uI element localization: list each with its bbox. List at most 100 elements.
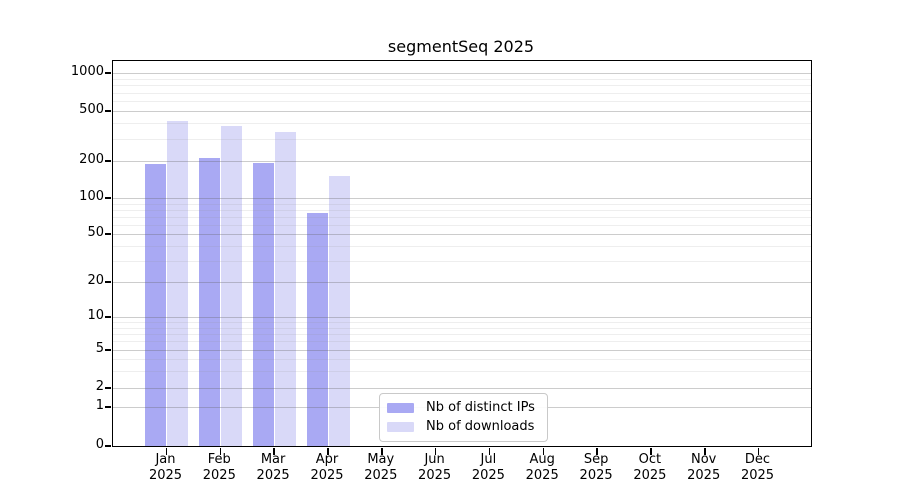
- legend-item-distinct-ips: Nb of distinct IPs: [387, 400, 535, 415]
- minor-gridline: [113, 245, 811, 247]
- minor-gridline: [113, 224, 811, 226]
- y-tick-mark: [105, 160, 111, 162]
- x-tick-month: Jan: [155, 452, 176, 467]
- y-tick-mark: [105, 233, 111, 235]
- y-tick-label: 20: [87, 273, 104, 288]
- x-tick-mark: [273, 448, 275, 455]
- y-tick-mark: [105, 197, 111, 199]
- x-tick-label: Sep 2025: [564, 452, 628, 484]
- minor-gridline: [113, 322, 811, 323]
- y-tick-label: 1000: [70, 64, 104, 79]
- major-gridline: [113, 73, 811, 74]
- bar-downloads: [220, 126, 242, 446]
- bar-downloads: [328, 175, 350, 446]
- minor-gridline: [113, 203, 811, 205]
- minor-gridline: [113, 78, 811, 80]
- legend-swatch-ips: [387, 402, 414, 413]
- chart-title: segmentSeq 2025: [387, 37, 535, 56]
- y-tick-label: 2: [95, 379, 104, 394]
- x-tick-mark: [596, 448, 598, 455]
- x-tick-year: 2025: [256, 468, 290, 483]
- minor-gridline: [113, 209, 811, 211]
- x-tick-month: Dec: [744, 452, 771, 467]
- x-tick-label: Feb 2025: [187, 452, 251, 484]
- x-tick-year: 2025: [687, 468, 721, 483]
- y-tick-mark: [105, 387, 111, 389]
- major-gridline: [113, 350, 811, 351]
- major-gridline: [113, 282, 811, 283]
- y-tick-label: 200: [79, 152, 104, 167]
- y-tick-mark: [105, 349, 111, 351]
- y-tick-label: 50: [87, 225, 104, 240]
- x-tick-mark: [165, 448, 168, 455]
- major-gridline: [113, 388, 811, 389]
- bar-downloads: [167, 121, 188, 446]
- minor-gridline: [113, 138, 811, 140]
- x-tick-mark: [219, 448, 222, 455]
- bar-distinct-ips: [306, 212, 328, 446]
- x-tick-label: May 2025: [349, 452, 413, 484]
- legend-label-downloads: Nb of downloads: [426, 419, 535, 434]
- legend: Nb of distinct IPs Nb of downloads: [379, 393, 548, 442]
- bar-distinct-ips: [252, 162, 274, 446]
- x-tick-month: Nov: [691, 452, 717, 467]
- x-tick-year: 2025: [740, 468, 775, 483]
- minor-gridline: [113, 359, 811, 361]
- y-tick-mark: [105, 72, 111, 74]
- x-tick-month: Jun: [424, 452, 445, 467]
- x-tick-month: May: [367, 452, 395, 467]
- x-tick-month: Sep: [583, 452, 609, 467]
- y-tick-mark: [105, 110, 111, 112]
- x-tick-year: 2025: [633, 468, 667, 483]
- y-tick-mark: [105, 316, 111, 318]
- x-tick-mark: [650, 448, 652, 455]
- x-tick-label: Oct 2025: [618, 452, 682, 484]
- x-tick-mark: [381, 448, 383, 455]
- y-tick-label: 0: [95, 437, 104, 452]
- major-gridline: [113, 198, 811, 199]
- x-tick-mark: [757, 448, 760, 455]
- minor-gridline: [113, 341, 811, 343]
- minor-gridline: [113, 334, 811, 335]
- y-tick-mark: [105, 281, 111, 283]
- bar-distinct-ips: [198, 158, 220, 446]
- x-tick-label: Jun 2025: [403, 452, 467, 484]
- x-tick-year: 2025: [418, 468, 452, 483]
- minor-gridline: [113, 216, 811, 218]
- x-tick-label: Dec 2025: [726, 452, 790, 484]
- minor-gridline: [113, 85, 811, 87]
- x-tick-mark: [488, 448, 491, 455]
- legend-swatch-downloads: [387, 421, 414, 432]
- x-tick-month: Apr: [315, 452, 339, 467]
- x-tick-month: Oct: [638, 452, 662, 467]
- x-tick-year: 2025: [364, 468, 398, 483]
- major-gridline: [113, 161, 811, 162]
- x-tick-year: 2025: [310, 468, 344, 483]
- y-tick-mark: [105, 406, 111, 408]
- minor-gridline: [113, 101, 811, 102]
- x-tick-year: 2025: [525, 468, 559, 483]
- x-tick-label: Jan 2025: [134, 452, 198, 484]
- x-tick-year: 2025: [471, 468, 505, 483]
- x-tick-label: Jul 2025: [456, 452, 520, 484]
- minor-gridline: [113, 371, 811, 373]
- x-tick-label: Mar 2025: [241, 452, 305, 484]
- y-tick-mark: [105, 445, 111, 447]
- x-tick-year: 2025: [148, 468, 183, 483]
- minor-gridline: [113, 123, 811, 125]
- plot-area: Nb of distinct IPs Nb of downloads: [105, 60, 812, 455]
- major-gridline: [113, 317, 811, 318]
- minor-gridline: [113, 327, 811, 329]
- x-tick-label: Apr 2025: [295, 452, 359, 484]
- y-tick-label: 5: [95, 341, 104, 356]
- x-tick-month: Mar: [260, 452, 286, 467]
- x-tick-mark: [327, 448, 329, 455]
- x-tick-month: Feb: [207, 452, 231, 467]
- x-tick-label: Aug 2025: [510, 452, 574, 484]
- x-tick-year: 2025: [579, 468, 613, 483]
- legend-item-downloads: Nb of downloads: [387, 419, 535, 434]
- x-tick-label: Nov 2025: [672, 452, 736, 484]
- minor-gridline: [113, 260, 811, 262]
- x-tick-month: Aug: [529, 452, 555, 467]
